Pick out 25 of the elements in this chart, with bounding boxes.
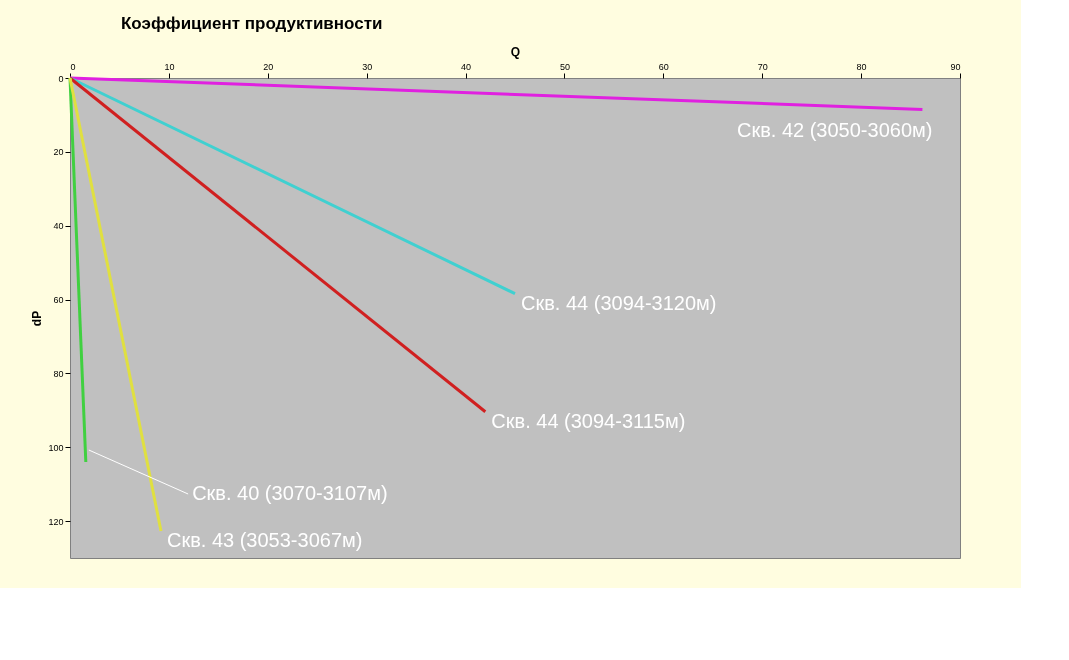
x-tick-label: 0	[70, 61, 76, 72]
y-axis-title: dP	[30, 310, 45, 327]
x-tick-label: 50	[559, 61, 570, 72]
series-label: Скв. 44 (3094-3120м)	[521, 291, 717, 314]
y-tick-label: 60	[53, 295, 64, 306]
x-tick-label: 60	[658, 61, 669, 72]
chart-title: Коэффициент продуктивности	[120, 14, 383, 33]
y-tick-label: 0	[58, 73, 64, 84]
y-tick-label: 40	[53, 221, 64, 232]
x-tick-label: 30	[362, 61, 373, 72]
text: Скв. 40 (3070-3107м)	[192, 482, 388, 504]
series-label: Скв. 44 (3094-3115м)	[491, 409, 686, 432]
x-tick-label: 10	[164, 61, 175, 72]
series-label: Скв. 42 (3050-3060м)	[736, 119, 933, 142]
y-tick-label: 80	[53, 368, 64, 379]
x-tick-label: 20	[263, 61, 274, 72]
y-tick-label: 120	[48, 516, 64, 527]
y-tick-label: 20	[53, 147, 64, 158]
y-tick-label: 100	[48, 442, 64, 453]
x-tick-label: 40	[461, 61, 472, 72]
x-tick-label: 90	[950, 61, 961, 72]
series-label: Скв. 43 (3053-3067м)	[166, 529, 363, 552]
x-axis-title: Q	[510, 44, 521, 59]
x-tick-label: 70	[757, 61, 768, 72]
x-tick-label: 80	[856, 61, 867, 72]
